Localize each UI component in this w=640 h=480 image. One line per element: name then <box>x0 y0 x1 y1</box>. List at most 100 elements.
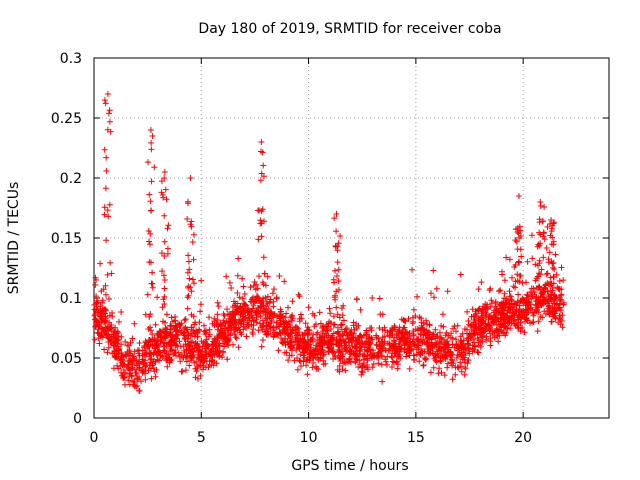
data-point <box>319 325 326 331</box>
data-point <box>161 238 168 245</box>
data-point <box>113 340 120 347</box>
data-point <box>196 326 203 333</box>
data-point <box>296 329 303 336</box>
data-point <box>294 341 300 348</box>
data-point <box>282 314 289 321</box>
data-point <box>203 329 210 336</box>
data-point <box>545 256 552 263</box>
data-point <box>176 338 183 345</box>
data-point <box>420 362 427 368</box>
data-point <box>92 281 99 288</box>
data-point <box>227 319 234 326</box>
data-point <box>104 349 111 356</box>
x-tick-label: 5 <box>197 430 206 446</box>
data-point <box>547 232 554 239</box>
data-point <box>425 349 432 356</box>
data-point <box>492 311 499 318</box>
data-point <box>148 259 154 266</box>
x-tick-label: 20 <box>514 430 532 446</box>
data-point <box>464 308 471 315</box>
data-point <box>103 167 110 174</box>
data-point <box>287 314 294 321</box>
data-point <box>367 340 374 347</box>
data-point <box>103 237 110 244</box>
data-point <box>255 236 262 243</box>
y-tick-label: 0.15 <box>51 231 82 247</box>
data-point <box>378 352 385 359</box>
data-point <box>391 350 398 357</box>
data-point <box>313 365 320 372</box>
data-point <box>226 279 233 286</box>
data-point <box>216 331 222 337</box>
data-point <box>498 328 505 335</box>
data-point <box>158 178 165 185</box>
data-point <box>460 354 467 361</box>
data-point <box>358 371 365 378</box>
data-point <box>131 320 138 327</box>
data-point <box>365 335 372 342</box>
data-point <box>330 322 337 328</box>
data-point <box>360 356 367 363</box>
data-point <box>221 334 228 341</box>
data-point <box>260 302 267 309</box>
data-point <box>118 341 125 348</box>
data-point <box>206 314 212 321</box>
data-point <box>162 325 169 331</box>
data-point <box>412 340 419 347</box>
data-point <box>127 339 134 346</box>
data-point <box>273 319 280 326</box>
data-point <box>93 276 100 283</box>
data-point <box>185 331 192 338</box>
data-point <box>407 348 414 355</box>
data-point <box>342 326 349 333</box>
data-point <box>188 330 195 337</box>
data-point <box>120 367 127 373</box>
data-point <box>161 212 168 219</box>
data-point <box>285 357 292 364</box>
data-point <box>556 300 563 307</box>
data-point <box>318 334 325 341</box>
data-point <box>474 335 481 342</box>
data-point <box>441 372 448 379</box>
data-point <box>547 274 554 281</box>
data-point <box>189 276 196 283</box>
data-point <box>511 317 518 324</box>
data-point <box>106 118 113 125</box>
data-point <box>147 127 154 133</box>
data-point <box>501 277 508 284</box>
data-point <box>228 285 235 291</box>
data-point <box>196 319 203 326</box>
data-point <box>262 307 269 314</box>
data-point <box>518 308 525 315</box>
data-point <box>318 342 325 348</box>
data-point <box>147 337 154 344</box>
data-point <box>93 293 100 300</box>
data-point <box>257 177 264 184</box>
data-point <box>333 304 340 311</box>
data-point <box>528 295 535 302</box>
data-point <box>260 162 267 169</box>
data-point <box>215 303 222 310</box>
data-point <box>337 322 344 328</box>
data-point <box>258 343 265 350</box>
data-point <box>184 198 191 205</box>
data-point <box>335 240 342 247</box>
data-point <box>441 336 447 343</box>
data-point <box>102 100 109 107</box>
data-point <box>264 273 271 280</box>
data-point <box>535 302 542 309</box>
data-point <box>514 246 521 253</box>
data-point <box>236 294 243 301</box>
data-point <box>514 277 521 284</box>
data-point <box>155 332 162 339</box>
data-point <box>483 311 490 318</box>
data-point <box>332 243 339 249</box>
data-point <box>167 322 174 329</box>
data-point <box>471 347 478 353</box>
data-point <box>116 318 122 325</box>
data-point <box>412 326 419 333</box>
y-tick-label: 0.3 <box>60 51 82 67</box>
data-point <box>237 320 244 327</box>
data-point <box>190 256 197 263</box>
data-point <box>214 299 221 306</box>
